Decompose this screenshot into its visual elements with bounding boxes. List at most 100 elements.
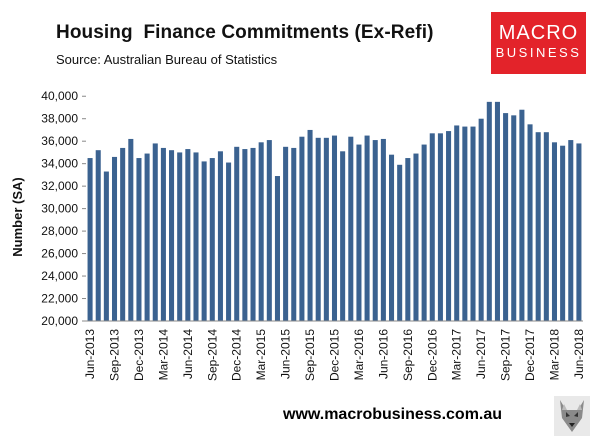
bar-Nov-2013 (128, 138, 134, 321)
bar-Jul-2013 (95, 150, 101, 321)
bar-Jan-2017 (437, 133, 443, 321)
y-tick-label: 36,000 (41, 134, 78, 148)
x-tick-label: Dec-2013 (132, 329, 146, 381)
bar-Aug-2016 (397, 164, 403, 321)
bar-Jan-2014 (144, 153, 150, 321)
bar-Jul-2017 (486, 101, 492, 321)
bar-May-2016 (372, 140, 378, 321)
bar-May-2017 (470, 126, 476, 321)
y-axis-ticks: 20,000 22,000 24,000 26,000 28,000 30,000 32,0… (41, 89, 86, 328)
y-tick-label: 38,000 (41, 112, 78, 126)
bar-Mar-2014 (160, 147, 166, 321)
bar-Mar-2017 (454, 125, 460, 322)
x-tick-label: Mar-2018 (547, 329, 561, 381)
bar-Mar-2016 (356, 144, 362, 321)
bar-Dec-2014 (234, 146, 240, 321)
bar-Dec-2013 (136, 158, 142, 321)
bar-Jul-2015 (291, 147, 297, 321)
chart-title: Housing Finance Commitments (Ex-Refi) (56, 22, 434, 43)
bar-Mar-2018 (551, 142, 558, 321)
x-tick-label: Sep-2015 (303, 329, 317, 381)
bar-May-2015 (274, 176, 280, 321)
bar-Sep-2015 (307, 129, 313, 321)
x-tick-label: Sep-2014 (205, 329, 219, 381)
bar-Jun-2018 (576, 143, 582, 321)
chart-subtitle: Source: Australian Bureau of Statistics (56, 52, 278, 67)
bar-Dec-2015 (331, 135, 338, 321)
x-tick-label: Dec-2014 (230, 329, 244, 381)
y-tick-label: 28,000 (41, 224, 78, 238)
x-tick-label: Jun-2015 (279, 329, 293, 379)
bar-Jun-2013 (87, 158, 93, 321)
x-tick-label: Sep-2013 (108, 329, 122, 381)
x-tick-label: Sep-2016 (401, 329, 415, 381)
y-tick-label: 32,000 (41, 179, 78, 193)
y-tick-label: 26,000 (41, 247, 78, 261)
y-tick-label: 30,000 (41, 202, 78, 216)
logo-line-business: BUSINESS (495, 45, 582, 60)
bar-Apr-2014 (169, 150, 175, 321)
bar-Oct-2013 (120, 147, 126, 321)
bar-Oct-2017 (511, 115, 517, 321)
bar-Oct-2015 (315, 137, 321, 321)
bar-Dec-2016 (429, 133, 435, 321)
x-tick-label: Jun-2013 (83, 329, 97, 379)
x-tick-label: Dec-2016 (425, 329, 439, 381)
x-tick-label: Jun-2017 (474, 329, 488, 379)
wolf-mascot-icon (554, 396, 590, 436)
y-axis-label: Number (SA) (10, 177, 25, 256)
x-tick-label: Sep-2017 (499, 329, 513, 381)
bar-Sep-2014 (209, 158, 215, 321)
bar-May-2014 (177, 152, 183, 321)
bar-Dec-2017 (527, 124, 533, 321)
bar-Apr-2017 (462, 126, 468, 321)
bar-Jan-2016 (340, 151, 346, 321)
x-tick-label: Mar-2017 (450, 329, 464, 381)
bar-May-2018 (568, 140, 574, 321)
bar-Feb-2015 (250, 147, 256, 321)
x-tick-label: Mar-2014 (156, 329, 170, 381)
bar-Oct-2016 (413, 153, 419, 321)
bar-Nov-2016 (421, 144, 427, 321)
bar-Sep-2016 (405, 158, 411, 321)
bar-Nov-2014 (226, 162, 232, 321)
bar-Feb-2014 (152, 143, 158, 321)
bar-Apr-2018 (560, 145, 566, 321)
y-tick-label: 20,000 (41, 314, 78, 328)
website-url: www.macrobusiness.com.au (283, 406, 503, 423)
x-tick-label: Dec-2015 (328, 329, 342, 381)
bar-Jan-2015 (242, 149, 248, 321)
bar-Jul-2014 (193, 152, 199, 321)
bar-Jun-2016 (380, 138, 386, 321)
y-axis-label-group: Number (SA) (10, 177, 25, 256)
bar-Feb-2018 (543, 132, 549, 321)
logo-line-macro: MACRO (498, 22, 579, 44)
x-tick-label: Jun-2016 (376, 329, 390, 379)
bar-Sep-2017 (503, 113, 509, 321)
x-tick-label: Dec-2017 (523, 329, 537, 381)
bar-Jun-2014 (185, 149, 191, 321)
x-tick-label: Jun-2014 (181, 329, 195, 379)
y-tick-label: 24,000 (41, 269, 78, 283)
bar-Apr-2015 (266, 140, 272, 321)
bar-Jan-2018 (535, 132, 541, 321)
bar-Aug-2015 (299, 136, 305, 321)
bar-Aug-2017 (494, 101, 500, 321)
bar-Feb-2016 (348, 136, 354, 321)
bar-Apr-2016 (364, 135, 370, 321)
y-tick-label: 22,000 (41, 292, 78, 306)
bar-Sep-2013 (111, 156, 118, 321)
x-axis-ticks: Jun-2013 Sep-2013 Dec-2013 Mar-2014 Jun-2014… (83, 329, 586, 381)
bar-Aug-2013 (103, 171, 109, 321)
y-tick-label: 34,000 (41, 157, 78, 171)
bar-Aug-2014 (201, 161, 207, 321)
bar-Jun-2015 (283, 146, 289, 321)
bar-Oct-2014 (217, 151, 223, 321)
bar-Mar-2015 (258, 142, 264, 321)
bars (87, 101, 582, 322)
macrobusiness-logo: MACRO BUSINESS (491, 12, 586, 74)
bar-Nov-2015 (323, 137, 329, 321)
x-tick-label: Jun-2018 (572, 329, 586, 379)
y-tick-label: 40,000 (41, 89, 78, 103)
